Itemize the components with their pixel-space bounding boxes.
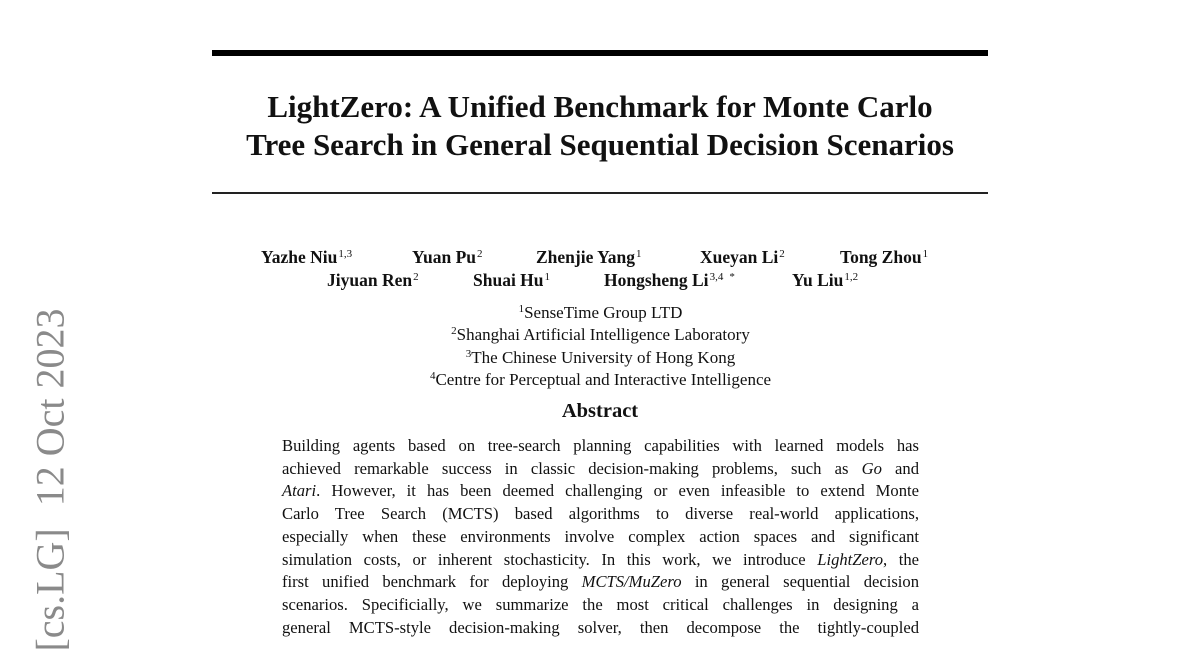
abstract-line: achieved remarkable success in classic d…: [282, 458, 919, 480]
affiliation-name: Centre for Perceptual and Interactive In…: [435, 369, 772, 389]
author: Yu Liu1,2: [792, 270, 858, 291]
affiliation-sup: 2: [451, 325, 457, 338]
author-sup: 2: [779, 248, 785, 260]
author-name: Zhenjie Yang: [536, 247, 636, 267]
author-sup: 1,3: [338, 248, 353, 260]
abstract-line: Building agents based on tree-search pla…: [282, 435, 919, 457]
affiliation-sup: 4: [429, 369, 436, 382]
abstract-emphasis: Go: [861, 458, 882, 478]
arxiv-category: [cs.LG]: [27, 528, 73, 652]
author-sup: 1: [544, 271, 551, 283]
abstract-text: general MCTS-style decision-making solve…: [282, 617, 919, 637]
abstract-line: general MCTS-style decision-making solve…: [282, 617, 919, 639]
author: Jiyuan Ren2: [327, 270, 419, 291]
abstract-emphasis: Atari: [282, 481, 317, 501]
abstract-text: and: [881, 458, 920, 478]
abstract-line: scenarios. Specificially, we summarize t…: [282, 594, 919, 616]
author-sup: 3,4: [709, 271, 724, 283]
title-line: LightZero: A Unified Benchmark for Monte…: [267, 89, 933, 124]
title-rule: [212, 192, 988, 194]
affiliation-sup: 1: [518, 303, 525, 315]
author: Yazhe Niu1,3: [261, 247, 352, 268]
abstract-emphasis: MCTS/MuZero: [581, 572, 682, 592]
abstract-text: first unified benchmark for deploying: [282, 572, 582, 592]
abstract-text: . However, it has been deemed challengin…: [316, 481, 919, 501]
author: Zhenjie Yang1: [536, 247, 642, 268]
author-sup: 1: [922, 248, 929, 260]
author-name: Shuai Hu: [473, 270, 544, 290]
affiliation: 4Centre for Perceptual and Interactive I…: [0, 369, 1200, 391]
abstract-text: especially when these environments invol…: [282, 526, 919, 546]
top-rule: [212, 50, 988, 56]
abstract-line: simulation costs, or inherent stochastic…: [282, 549, 919, 571]
author-mark: *: [729, 271, 735, 283]
title-line: Tree Search in General Sequential Decisi…: [246, 127, 954, 162]
abstract-text: scenarios. Specificially, we summarize t…: [282, 594, 919, 614]
affiliation: 1SenseTime Group LTD: [0, 302, 1200, 324]
affiliation-name: The Chinese University of Hong Kong: [471, 347, 736, 367]
affiliation: 2Shanghai Artificial Intelligence Labora…: [0, 324, 1200, 346]
author-sup: 1,2: [844, 271, 859, 283]
author-sup: 1: [636, 248, 642, 260]
author: Xueyan Li2: [700, 247, 785, 268]
abstract-emphasis: LightZero: [817, 549, 884, 569]
abstract-line: Atari. However, it has been deemed chall…: [282, 480, 919, 502]
abstract-text: Carlo Tree Search (MCTS) based algorithm…: [282, 504, 919, 524]
author: Tong Zhou1: [840, 247, 928, 268]
abstract-text: in general sequential decision: [681, 572, 920, 592]
affiliation-name: SenseTime Group LTD: [524, 303, 683, 322]
abstract-heading: Abstract: [561, 400, 639, 422]
author-name: Yazhe Niu: [261, 247, 338, 267]
author: Shuai Hu1: [473, 270, 550, 291]
author-name: Xueyan Li: [700, 247, 779, 267]
abstract-line: first unified benchmark for deploying MC…: [282, 571, 919, 593]
author-sup: 2: [477, 248, 483, 260]
abstract-line: especially when these environments invol…: [282, 526, 919, 548]
abstract-line: Carlo Tree Search (MCTS) based algorithm…: [282, 503, 919, 525]
author-sup: 2: [413, 271, 419, 283]
author-name: Yuan Pu: [412, 247, 477, 267]
affiliation: 3The Chinese University of Hong Kong: [0, 347, 1200, 369]
author-name: Hongsheng Li: [604, 270, 709, 290]
author: Hongsheng Li3,4 *: [604, 270, 735, 291]
abstract-text: achieved remarkable success in classic d…: [282, 458, 862, 478]
affiliation-sup: 3: [465, 347, 472, 360]
abstract-text: Building agents based on tree-search pla…: [282, 436, 919, 455]
abstract-text: simulation costs, or inherent stochastic…: [282, 549, 818, 569]
author-name: Jiyuan Ren: [327, 270, 413, 290]
affiliation-name: Shanghai Artificial Intelligence Laborat…: [456, 325, 750, 345]
author-name: Tong Zhou: [840, 247, 922, 267]
author-name: Yu Liu: [792, 270, 844, 290]
author: Yuan Pu2: [412, 247, 483, 268]
abstract-text: , the: [883, 549, 919, 569]
